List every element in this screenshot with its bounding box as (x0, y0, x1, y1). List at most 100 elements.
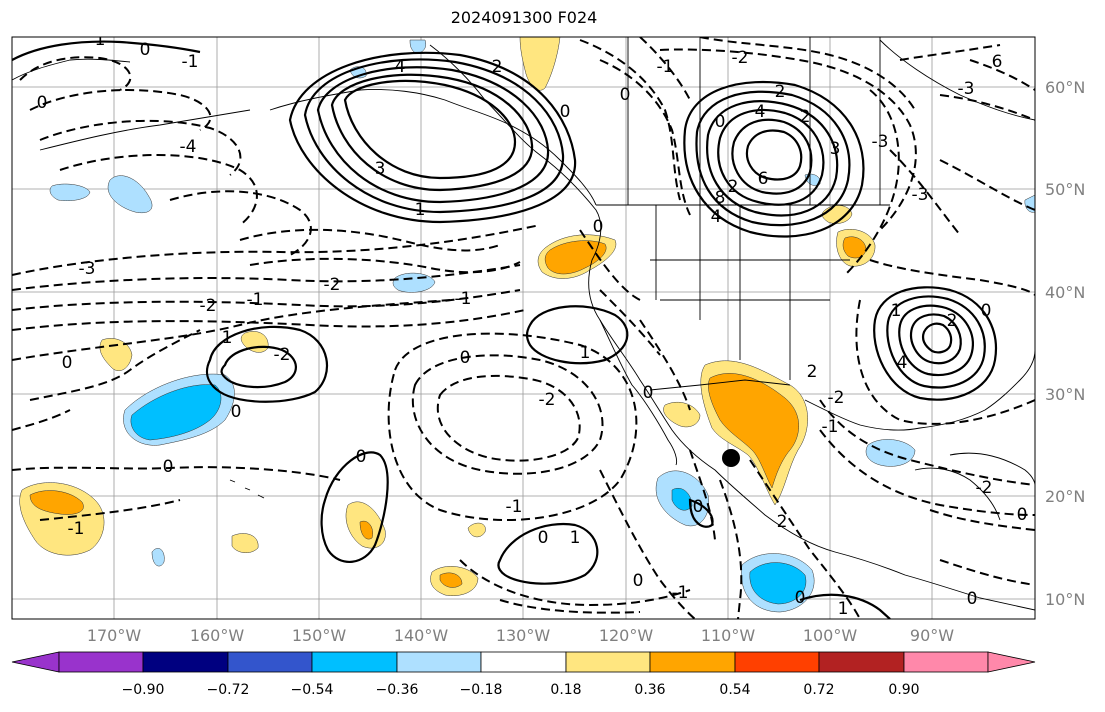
map-frame (11, 36, 1036, 620)
contour-label: -3 (79, 259, 96, 279)
strong-warm-anomaly-oregon (544, 240, 607, 275)
contour-label: -1 (657, 57, 674, 77)
colorbar-segment (649, 651, 736, 673)
contour-label: 1 (580, 343, 591, 363)
contour-label: 2 (775, 82, 786, 102)
warm-anomaly-central-1 (99, 338, 133, 371)
contour-label: 0 (62, 353, 73, 373)
contour-label: 0 (693, 497, 704, 517)
colorbar-segment (311, 651, 398, 673)
contour-label: 1 (891, 301, 902, 321)
lon-label: 150°W (291, 626, 347, 645)
cold-anomaly-gulf (865, 439, 916, 467)
lat-label: 40°N (1045, 283, 1086, 302)
kamchatka (12, 58, 131, 81)
contour-label: -2 (200, 296, 217, 316)
colorbar-segment (903, 651, 989, 673)
gulf-of-mexico-coast (804, 349, 1035, 431)
strong-warm-anomaly-south-1 (359, 520, 373, 540)
contour-label: -2 (976, 478, 993, 498)
colorbar-segment (734, 651, 820, 673)
contour-label: 3 (375, 159, 386, 179)
contour-label: 1 (95, 30, 106, 50)
lat-label: 30°N (1045, 385, 1086, 404)
lon-label: 170°W (86, 626, 142, 645)
strong-warm-anomaly-great-lakes (842, 236, 867, 259)
yucatan (914, 467, 1001, 521)
contour-label: -1 (247, 290, 264, 310)
contour-label: -2 (539, 390, 556, 410)
lat-label: 20°N (1045, 487, 1086, 506)
contour-label: 4 (897, 353, 908, 373)
contour-label: -2 (274, 345, 291, 365)
lon-label: 120°W (598, 626, 654, 645)
contour-label: 0 (231, 402, 242, 422)
contour-label: -3 (912, 185, 929, 205)
contour-label: 0 (1017, 505, 1028, 525)
contour-label: 2 (777, 512, 788, 532)
colorbar-segment (565, 651, 651, 673)
contour-label: 0 (981, 301, 992, 321)
colorbar-tick-label: 0.18 (550, 682, 582, 698)
hawaii (229, 479, 265, 499)
contour-label: 4 (755, 102, 766, 122)
colorbar-segment (58, 651, 144, 673)
cold-anomaly-small-1 (151, 548, 165, 567)
current-location-dot (722, 449, 740, 467)
warm-anomaly-gulf-ca (663, 401, 701, 428)
strong-cold-anomaly-central-pacific (130, 384, 222, 441)
colorbar-tick-label: 0.90 (888, 682, 920, 698)
colorbar-segment (227, 651, 313, 673)
dashed-contours (12, 37, 1035, 619)
colorbar-tick-label: 0.36 (634, 682, 666, 698)
lon-label: 160°W (189, 626, 245, 645)
contour-label: 2 (492, 57, 503, 77)
contour-label: -1 (672, 583, 689, 603)
contour-label: 0 (643, 383, 654, 403)
contour-label: 8 (715, 188, 726, 208)
colorbar-extend-low (11, 651, 60, 673)
contour-label: -4 (180, 137, 197, 157)
colorbar-tick-label: 0.72 (803, 682, 835, 698)
contour-label: 0 (356, 447, 367, 467)
lat-label: 50°N (1045, 180, 1086, 199)
colorbar-tick-label: −0.54 (290, 682, 334, 698)
contour-label: 0 (460, 348, 471, 368)
strong-cold-anomaly-tropical-east (749, 562, 807, 605)
contour-label: 0 (163, 457, 174, 477)
positive-contours (12, 40, 997, 619)
contour-label: -1 (68, 519, 85, 539)
contour-label: 2 (947, 311, 958, 331)
warm-anomaly-south-2 (231, 533, 259, 553)
contour-label: 4 (711, 207, 722, 227)
contour-label: 2 (728, 177, 739, 197)
contour-label: -3 (872, 132, 889, 152)
colorbar-tick-label: −0.72 (206, 682, 250, 698)
contour-label: -1 (506, 497, 523, 517)
lon-label: 130°W (495, 626, 551, 645)
strong-warm-anomaly-west-pacific (29, 490, 84, 515)
contour-label: -1 (822, 417, 839, 437)
contour-labels: 0 -1 1 4 2 0 -2 0 -1 2 2 0 4 6 3 -3 6 -3… (37, 30, 1028, 619)
contour-label: -3 (958, 79, 975, 99)
colorbar-tick-label: −0.36 (375, 682, 419, 698)
contour-label: 2 (807, 362, 818, 382)
contour-label: 0 (140, 40, 151, 60)
state-lines-1 (650, 205, 850, 380)
anomaly-fills (19, 37, 1035, 613)
contour-label: 6 (758, 169, 769, 189)
contour-label: -1 (182, 52, 199, 72)
alaska-coast (269, 89, 597, 206)
contour-label: 0 (593, 217, 604, 237)
contour-label: 3 (830, 139, 841, 159)
lon-label: 140°W (393, 626, 449, 645)
contour-label: 0 (967, 589, 978, 609)
contour-label: 0 (538, 528, 549, 548)
contour-label: 2 (800, 107, 811, 127)
contour-label: 1 (570, 528, 581, 548)
lon-label: 100°W (802, 626, 858, 645)
colorbar-segment (396, 651, 482, 673)
colorbar-segment (142, 651, 229, 673)
contour-label: -2 (828, 388, 845, 408)
contour-label: 4 (395, 57, 406, 77)
